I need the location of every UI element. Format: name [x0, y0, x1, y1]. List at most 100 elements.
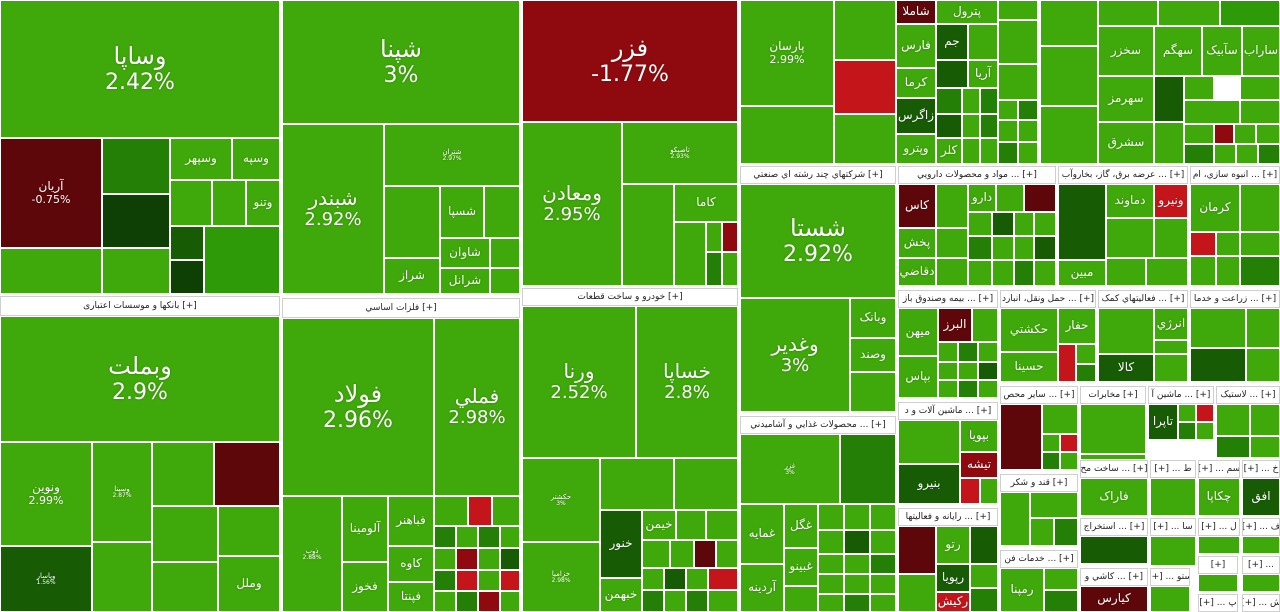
- tile-small[interactable]: [1242, 536, 1280, 554]
- tile-bpas[interactable]: بپاس: [898, 356, 938, 398]
- tile-ardineh[interactable]: آردينه: [740, 564, 784, 612]
- tile-small[interactable]: [1184, 144, 1214, 164]
- tile-sahormoz[interactable]: سهرمز: [1098, 76, 1154, 122]
- tile-small[interactable]: [834, 60, 896, 114]
- tile-small[interactable]: [1184, 124, 1214, 144]
- tile-small[interactable]: [1106, 258, 1146, 286]
- tile-jam[interactable]: جم: [936, 24, 968, 60]
- sector-header-support[interactable]: فعاليتهاي کمک ... [+]: [1098, 290, 1188, 308]
- tile-small[interactable]: [1240, 100, 1280, 124]
- sector-header-ceramics[interactable]: کاشي و ... [+]: [1080, 568, 1148, 586]
- tile-small[interactable]: [1216, 436, 1250, 458]
- tile-small[interactable]: [818, 504, 844, 530]
- tile-small[interactable]: [722, 222, 738, 252]
- tile-small[interactable]: [708, 590, 738, 612]
- tile-small[interactable]: [152, 506, 218, 562]
- sector-header-misc-b[interactable]: [+] ... سم: [1198, 460, 1240, 478]
- tile-zagros[interactable]: زاگرس: [896, 98, 936, 134]
- tile-small[interactable]: [992, 212, 1014, 236]
- tile-hkeshti[interactable]: حکشتي: [1000, 308, 1058, 352]
- tile-small[interactable]: [962, 114, 980, 138]
- sector-header-misc-j[interactable]: [+] ... پ: [1198, 594, 1238, 612]
- tile-small[interactable]: [1154, 76, 1184, 122]
- tile-small[interactable]: [1034, 260, 1056, 286]
- tile-small[interactable]: [970, 526, 998, 564]
- tile-small[interactable]: [1196, 404, 1214, 422]
- tile-small[interactable]: [478, 548, 500, 570]
- sector-header-machinery-2[interactable]: ماشين آ ... [+]: [1148, 386, 1214, 404]
- tile-small[interactable]: [1060, 452, 1078, 470]
- tile-small[interactable]: [1150, 478, 1196, 516]
- tile-small[interactable]: [722, 252, 738, 286]
- tile-small[interactable]: [664, 568, 686, 590]
- tile-small[interactable]: [1216, 404, 1250, 436]
- tile-rato[interactable]: رتو: [936, 526, 970, 564]
- sector-header-pharma[interactable]: مواد و محصولات دارويي ... [+]: [898, 166, 1056, 184]
- tile-small[interactable]: [1014, 260, 1034, 286]
- sector-header-computer[interactable]: رايانه و فعاليتها ... [+]: [898, 508, 998, 526]
- tile-small[interactable]: [1018, 100, 1038, 120]
- tile-small[interactable]: [500, 548, 520, 570]
- tile-small[interactable]: [1014, 236, 1034, 260]
- tile-small[interactable]: [1000, 492, 1030, 546]
- tile-small[interactable]: [212, 180, 246, 226]
- tile-small[interactable]: [1018, 142, 1038, 164]
- tile-small[interactable]: [622, 184, 674, 286]
- tile-vsapa[interactable]: وساپا 2.42%: [0, 0, 280, 138]
- tile-small[interactable]: [1240, 184, 1280, 232]
- tile-small[interactable]: [818, 594, 844, 612]
- tile-karma[interactable]: کرما: [896, 68, 936, 98]
- tile-khsapa[interactable]: خساپا 2.8%: [636, 306, 738, 458]
- sector-header-real-estate[interactable]: انبوه سازي، ام ... [+]: [1190, 166, 1280, 184]
- tile-small[interactable]: [962, 138, 980, 164]
- tile-small[interactable]: [1258, 144, 1280, 164]
- tile-kalar[interactable]: کلر: [936, 138, 962, 164]
- tile-small[interactable]: [1240, 256, 1280, 286]
- sector-header-automotive[interactable]: خودرو و ساخت قطعات [+]: [522, 288, 738, 306]
- tile-small[interactable]: [1042, 452, 1060, 470]
- tile-small[interactable]: [1154, 354, 1188, 382]
- tile-small[interactable]: [1000, 404, 1042, 470]
- tile-vbank[interactable]: وبانک: [850, 298, 896, 338]
- tile-sharanel[interactable]: شرانل: [440, 268, 490, 294]
- tile-small[interactable]: [478, 526, 500, 548]
- tile-small[interactable]: [1014, 212, 1034, 236]
- tile-small[interactable]: [92, 542, 152, 612]
- tile-shasta[interactable]: شستا 2.92%: [740, 184, 896, 298]
- tile-small[interactable]: [456, 526, 478, 548]
- tile-small[interactable]: [998, 142, 1018, 164]
- tile-small[interactable]: [784, 586, 818, 612]
- tile-small[interactable]: [998, 120, 1018, 142]
- tile-small[interactable]: [1184, 100, 1240, 124]
- tile-vpetro[interactable]: وپترو: [896, 134, 936, 164]
- tile-small[interactable]: [870, 594, 896, 612]
- tile-small[interactable]: [970, 588, 998, 612]
- tile-small[interactable]: [706, 252, 722, 286]
- tile-vsand[interactable]: وصند: [850, 338, 896, 372]
- tile-small[interactable]: [1030, 518, 1054, 546]
- tile-small[interactable]: [1250, 404, 1280, 436]
- tile-small[interactable]: [670, 540, 694, 568]
- tile-small[interactable]: [1190, 256, 1216, 286]
- sector-header-misc-i[interactable]: [+] ...: [1242, 556, 1280, 574]
- tile-small[interactable]: [1240, 76, 1280, 100]
- tile-small[interactable]: [1198, 536, 1240, 554]
- tile-darou[interactable]: دارو: [968, 184, 996, 212]
- tile-small[interactable]: [1080, 404, 1146, 454]
- tile-small[interactable]: [716, 540, 738, 568]
- tile-small[interactable]: [992, 236, 1014, 260]
- tile-small[interactable]: [1106, 218, 1154, 258]
- tile-fpenta[interactable]: فپنتا: [388, 582, 434, 612]
- tile-small[interactable]: [844, 530, 870, 554]
- tile-small[interactable]: [478, 570, 500, 591]
- tile-small[interactable]: [898, 526, 936, 574]
- tile-small[interactable]: [1150, 586, 1190, 612]
- sector-header-fabricated[interactable]: ساخت مح ... [+]: [1080, 460, 1148, 478]
- tile-small[interactable]: [1098, 308, 1154, 354]
- tile-small[interactable]: [434, 548, 456, 570]
- tile-small[interactable]: [1158, 0, 1220, 26]
- tile-small[interactable]: [492, 496, 520, 526]
- tile-small[interactable]: [1024, 184, 1056, 212]
- tile-kama[interactable]: کاما: [674, 184, 738, 222]
- tile-small[interactable]: [936, 184, 968, 228]
